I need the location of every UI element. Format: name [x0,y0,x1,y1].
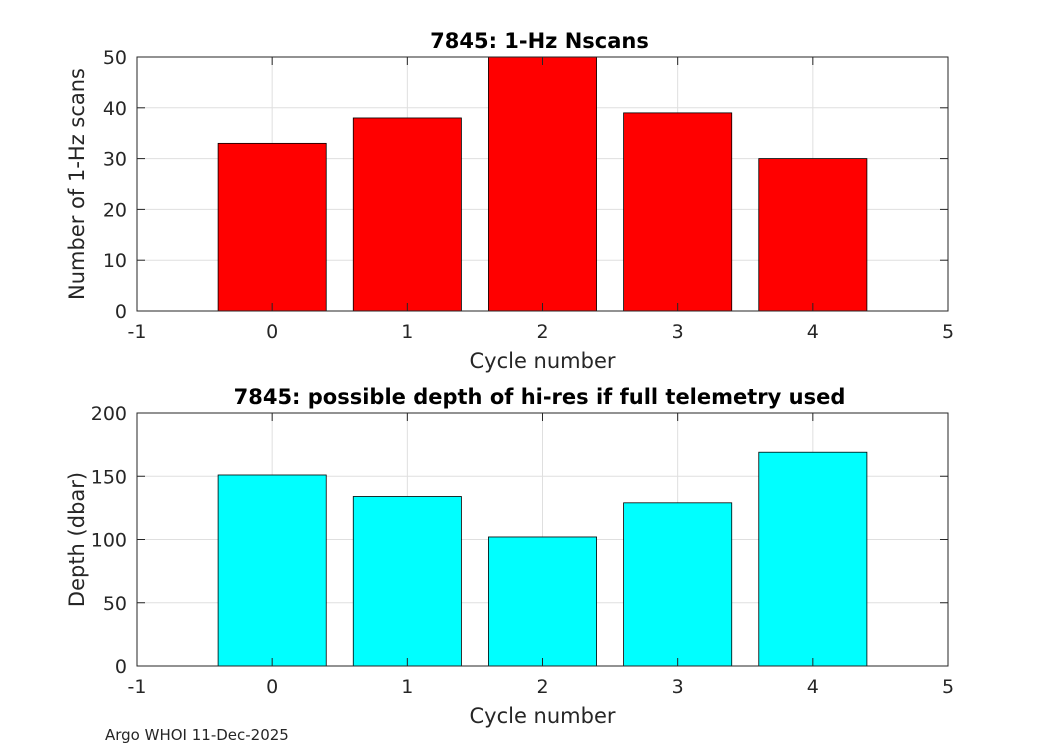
x-tick-label: 1 [401,676,413,698]
bar [488,56,597,312]
y-axis-label: Number of 1-Hz scans [65,68,89,300]
x-tick-label: 1 [401,321,413,343]
x-tick-label: 2 [536,676,548,698]
y-tick-label: 50 [103,593,127,615]
bar [758,451,868,667]
y-tick-label: 0 [115,656,127,678]
x-tick-label: 2 [536,321,548,343]
x-tick-label: 5 [942,676,954,698]
bar [352,496,462,667]
x-tick-label: 5 [942,321,954,343]
chart-title: 7845: 1-Hz Nscans [430,29,649,53]
bar [217,474,327,667]
x-axis-label: Cycle number [469,349,615,373]
bar [217,142,327,312]
x-tick-label: 0 [266,321,278,343]
y-tick-label: 40 [103,98,127,120]
bar [623,112,733,312]
y-tick-label: 10 [103,250,127,272]
y-tick-label: 30 [103,149,127,171]
y-tick-label: 20 [103,199,127,221]
bar [352,117,462,312]
y-tick-label: 200 [91,403,127,425]
y-tick-label: 50 [103,47,127,69]
x-tick-label: 4 [807,321,819,343]
y-axis-label: Depth (dbar) [65,472,89,607]
x-tick-label: 3 [672,676,684,698]
x-tick-label: -1 [128,321,147,343]
bar [488,536,597,667]
x-tick-label: -1 [128,676,147,698]
y-tick-label: 100 [91,530,127,552]
x-tick-label: 3 [672,321,684,343]
footer-credit: Argo WHOI 11-Dec-2025 [105,726,289,744]
chart-title: 7845: possible depth of hi-res if full t… [234,385,846,409]
bar [758,158,868,312]
x-tick-label: 0 [266,676,278,698]
x-tick-label: 4 [807,676,819,698]
y-tick-label: 150 [91,466,127,488]
x-axis-label: Cycle number [469,704,615,728]
bar [623,502,733,667]
y-tick-label: 0 [115,301,127,323]
